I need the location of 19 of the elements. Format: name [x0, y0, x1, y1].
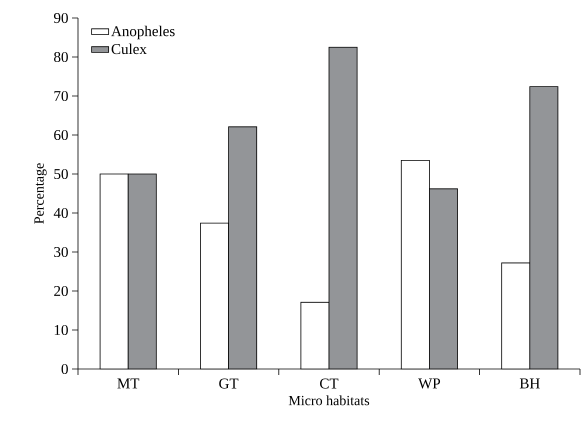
y-tick-label: 50	[54, 168, 68, 180]
x-tick-label: WP	[418, 378, 440, 389]
y-tick-label: 90	[54, 12, 68, 24]
y-tick-label: 60	[54, 130, 68, 140]
x-tick-label: CT	[320, 378, 338, 389]
y-tick-label: 70	[54, 90, 68, 102]
y-tick-label: 0	[62, 364, 68, 374]
legend-label: Culex	[112, 44, 147, 54]
x-axis-title: Micro habitats	[288, 395, 370, 406]
y-tick-label: 10	[54, 324, 68, 336]
x-tick-label: GT	[219, 378, 238, 389]
y-tick-label: 30	[54, 246, 68, 258]
y-tick-label: 40	[54, 208, 68, 218]
y-tick-label: 20	[54, 286, 68, 296]
x-tick-label: BH	[520, 378, 540, 388]
x-tick-label: MT	[117, 378, 140, 388]
legend-label: Anopheles	[111, 26, 175, 40]
y-axis-title: Percentage	[34, 163, 47, 224]
y-tick-label: 80	[54, 52, 68, 62]
